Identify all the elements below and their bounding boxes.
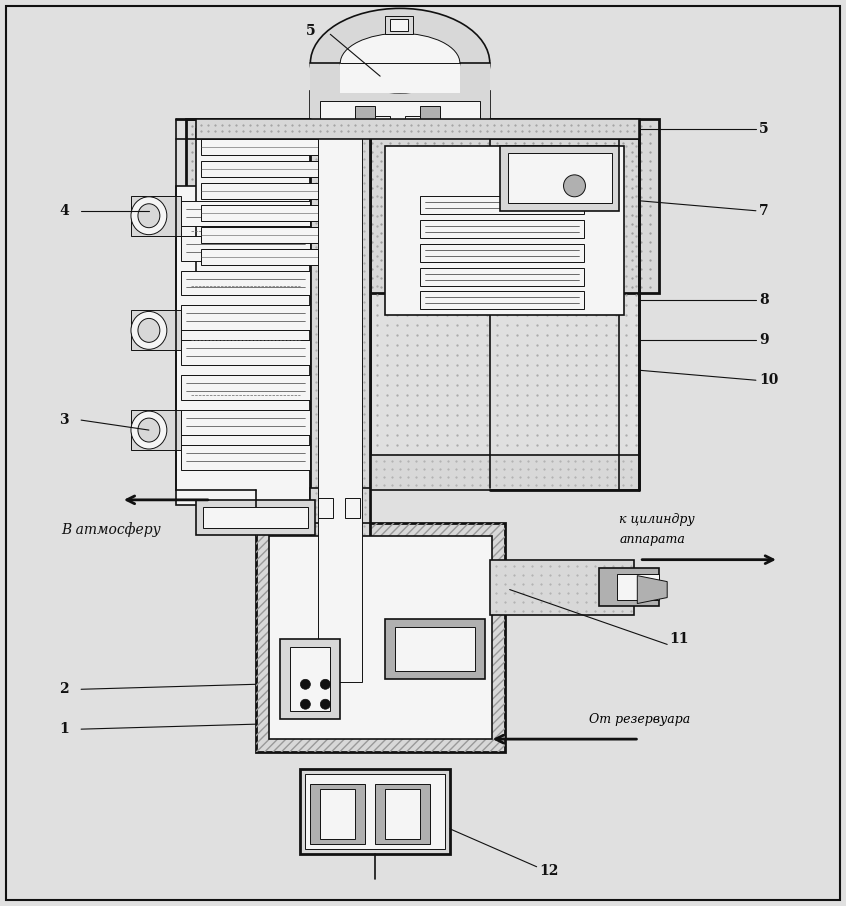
Ellipse shape — [563, 175, 585, 197]
Bar — [310, 92, 490, 121]
Bar — [181, 236, 310, 261]
Ellipse shape — [131, 411, 167, 449]
Ellipse shape — [300, 680, 310, 689]
Text: к цилиндру: к цилиндру — [619, 514, 695, 526]
Bar — [201, 161, 355, 177]
Bar — [375, 116, 390, 131]
Ellipse shape — [138, 318, 160, 342]
Bar — [321, 789, 355, 839]
Bar — [420, 106, 440, 131]
Bar — [310, 129, 371, 688]
Bar — [420, 244, 585, 262]
Bar — [321, 101, 480, 121]
Bar — [201, 226, 355, 243]
Text: 7: 7 — [759, 204, 768, 217]
Bar — [195, 129, 360, 284]
Bar — [355, 106, 375, 131]
Bar — [201, 139, 355, 155]
Bar — [131, 410, 181, 450]
Text: 2: 2 — [59, 682, 69, 697]
Bar — [203, 506, 309, 528]
Bar — [310, 488, 371, 523]
Bar — [310, 63, 490, 128]
Bar — [255, 523, 505, 752]
Bar — [281, 640, 340, 719]
Text: 5: 5 — [305, 24, 316, 38]
Text: В атмосферу: В атмосферу — [61, 523, 161, 537]
Text: От резервуара: От резервуара — [590, 713, 690, 726]
Bar — [385, 146, 624, 315]
Bar — [201, 183, 355, 198]
Bar — [385, 789, 420, 839]
Ellipse shape — [138, 204, 160, 227]
Ellipse shape — [310, 8, 490, 118]
Bar — [375, 784, 430, 843]
Text: 12: 12 — [540, 863, 559, 878]
Bar — [268, 535, 492, 739]
Text: 4: 4 — [59, 204, 69, 217]
Bar — [181, 305, 310, 331]
Bar — [290, 648, 330, 711]
Ellipse shape — [340, 34, 460, 93]
Ellipse shape — [300, 699, 310, 709]
Bar — [181, 375, 310, 400]
Bar — [395, 628, 475, 671]
Bar — [340, 63, 460, 93]
Bar — [186, 119, 659, 294]
Bar — [508, 153, 613, 203]
Bar — [255, 523, 505, 752]
Bar — [500, 146, 619, 211]
Bar — [600, 568, 659, 605]
Bar — [181, 341, 310, 365]
Bar — [420, 220, 585, 237]
Bar — [181, 445, 310, 470]
Ellipse shape — [131, 197, 167, 235]
Bar — [371, 129, 640, 488]
Bar — [318, 498, 333, 518]
Text: 1: 1 — [59, 722, 69, 737]
Text: 11: 11 — [669, 632, 689, 646]
Bar — [181, 271, 310, 295]
Bar — [420, 196, 585, 214]
Ellipse shape — [131, 312, 167, 350]
Bar — [131, 196, 181, 236]
Text: 5: 5 — [759, 122, 768, 136]
Bar — [318, 134, 362, 682]
Bar — [405, 116, 420, 131]
Bar — [195, 500, 316, 535]
Bar — [490, 560, 634, 614]
Bar — [181, 410, 310, 435]
Bar — [300, 769, 450, 853]
Bar — [201, 248, 355, 265]
Bar — [371, 455, 640, 490]
Bar — [420, 292, 585, 310]
Bar — [420, 267, 585, 285]
Bar — [195, 119, 640, 139]
Text: 9: 9 — [759, 333, 768, 347]
Text: 8: 8 — [759, 294, 768, 307]
Bar — [390, 19, 408, 32]
Bar — [131, 311, 181, 351]
Text: аппарата: аппарата — [619, 534, 685, 546]
Polygon shape — [637, 575, 667, 603]
Bar — [176, 186, 316, 505]
Ellipse shape — [321, 680, 330, 689]
Bar — [618, 573, 659, 600]
Text: 10: 10 — [759, 373, 778, 387]
Bar — [345, 498, 360, 518]
Bar — [310, 784, 365, 843]
Bar — [385, 16, 413, 34]
Ellipse shape — [138, 418, 160, 442]
Bar — [385, 620, 485, 680]
Ellipse shape — [321, 699, 330, 709]
Bar — [201, 205, 355, 221]
Bar — [305, 774, 445, 849]
Bar — [181, 201, 310, 226]
Text: 3: 3 — [59, 413, 69, 427]
